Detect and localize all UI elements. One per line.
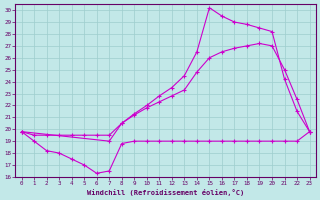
X-axis label: Windchill (Refroidissement éolien,°C): Windchill (Refroidissement éolien,°C) xyxy=(87,189,244,196)
